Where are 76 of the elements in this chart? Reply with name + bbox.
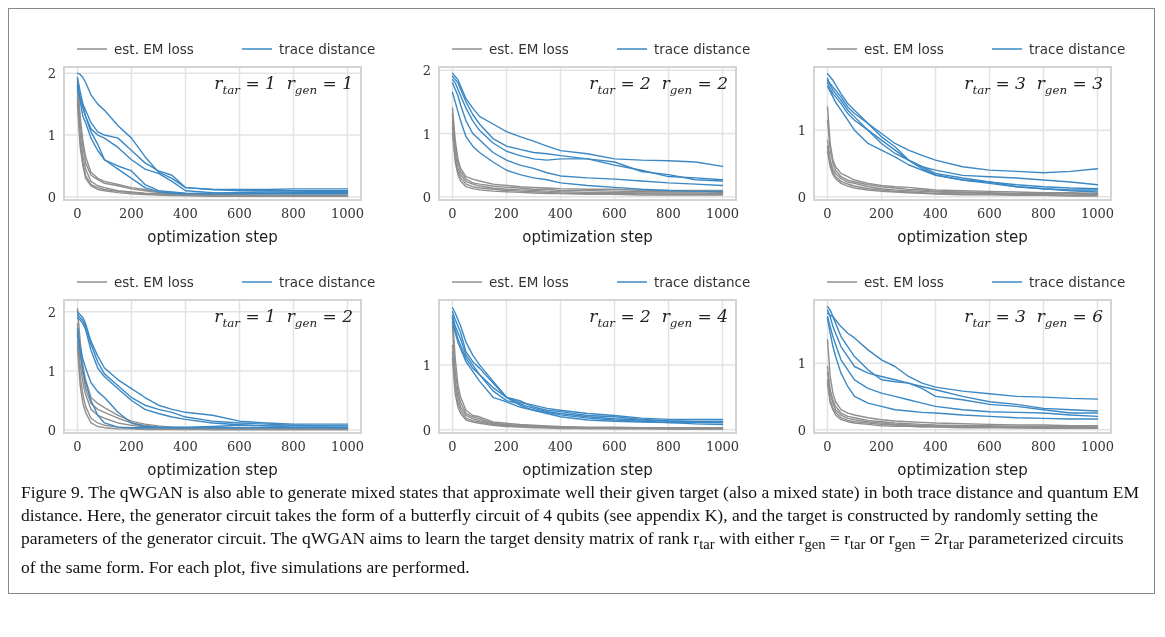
legend-label: est. EM loss: [489, 41, 569, 57]
y-tick-label: 1: [47, 128, 56, 144]
x-axis-title: optimization step: [522, 228, 653, 246]
x-tick-label: 400: [548, 206, 573, 221]
x-tick-label: 1000: [705, 439, 740, 454]
legend-label: est. EM loss: [114, 41, 194, 57]
y-tick-label: 0: [47, 189, 56, 205]
x-axis-title: optimization step: [147, 461, 278, 479]
x-tick-label: 1000: [330, 206, 365, 221]
x-tick-label: 800: [656, 439, 681, 454]
x-tick-label: 400: [923, 439, 948, 454]
legend-label: trace distance: [654, 41, 751, 57]
x-tick-label: 0: [448, 439, 457, 454]
x-tick-label: 0: [448, 206, 457, 221]
legend-label: est. EM loss: [489, 274, 569, 290]
y-tick-label: 2: [47, 66, 56, 82]
x-tick-label: 400: [173, 439, 198, 454]
annotation: r$_{tar}$ = 1 r$_{gen}$ = 2: [214, 306, 353, 331]
x-tick-label: 800: [281, 439, 306, 454]
x-axis-title: optimization step: [897, 228, 1028, 246]
x-tick-label: 600: [977, 439, 1002, 454]
x-tick-label: 800: [1031, 206, 1056, 221]
x-tick-label: 600: [227, 206, 252, 221]
text: Figure 9. The qWGAN is also able to generate mixed states that approximate well their given target (also a mixed state) in both trace distance and quantum EM distance. Here, the generator circuit takes the form of a butterfly circuit of 4 qubits (see appendix K), and the target is constructed by randomly setting the parameters of the generator circuit. The qWGAN aims to learn the target density matrix of rank r$_{tar}$ with either r$_{gen}$ = r$_{tar}$ or r$_{gen}$ = 2r$_{tar}$ parameterized circuits of the same form. For each plot, five simulations are performed.: [21, 482, 1140, 577]
x-axis-title: optimization step: [522, 461, 653, 479]
annotation: r$_{tar}$ = 3 r$_{gen}$ = 3: [964, 73, 1103, 98]
legend-label: est. EM loss: [114, 274, 194, 290]
y-tick-label: 2: [422, 63, 431, 79]
legend-label: trace distance: [1029, 41, 1126, 57]
x-tick-label: 800: [1031, 439, 1056, 454]
x-tick-label: 1000: [330, 439, 365, 454]
y-tick-label: 0: [422, 189, 431, 205]
y-tick-label: 1: [47, 363, 56, 379]
x-tick-label: 600: [977, 206, 1002, 221]
legend-label: trace distance: [279, 274, 376, 290]
annotation: r$_{tar}$ = 1 r$_{gen}$ = 1: [214, 73, 353, 98]
y-tick-label: 1: [797, 356, 806, 372]
x-tick-label: 200: [119, 206, 144, 221]
x-tick-label: 200: [119, 439, 144, 454]
annotation: r$_{tar}$ = 3 r$_{gen}$ = 6: [964, 306, 1104, 331]
annotation: r$_{tar}$ = 2 r$_{gen}$ = 4: [589, 306, 728, 331]
y-tick-label: 0: [797, 189, 806, 205]
x-tick-label: 800: [656, 206, 681, 221]
x-tick-label: 600: [602, 439, 627, 454]
x-tick-label: 0: [73, 439, 82, 454]
x-tick-label: 200: [869, 206, 894, 221]
y-tick-label: 0: [797, 422, 806, 438]
y-tick-label: 0: [47, 423, 56, 439]
x-tick-label: 200: [869, 439, 894, 454]
x-tick-label: 400: [923, 206, 948, 221]
x-tick-label: 0: [73, 206, 82, 221]
x-tick-label: 1000: [705, 206, 740, 221]
annotation: r$_{tar}$ = 2 r$_{gen}$ = 2: [589, 73, 728, 98]
x-axis-title: optimization step: [897, 461, 1028, 479]
y-tick-label: 1: [422, 126, 431, 142]
x-tick-label: 1000: [1080, 206, 1115, 221]
x-tick-label: 0: [823, 439, 832, 454]
x-axis-title: optimization step: [147, 228, 278, 246]
x-tick-label: 400: [548, 439, 573, 454]
x-tick-label: 400: [173, 206, 198, 221]
legend-label: trace distance: [1029, 274, 1126, 290]
x-tick-label: 600: [227, 439, 252, 454]
legend-label: trace distance: [279, 41, 376, 57]
x-tick-label: 0: [823, 206, 832, 221]
y-tick-label: 0: [422, 422, 431, 438]
legend-label: trace distance: [654, 274, 751, 290]
x-tick-label: 600: [602, 206, 627, 221]
y-tick-label: 1: [797, 123, 806, 139]
x-tick-label: 200: [494, 206, 519, 221]
x-tick-label: 800: [281, 206, 306, 221]
x-tick-label: 200: [494, 439, 519, 454]
y-tick-label: 2: [47, 304, 56, 320]
legend-label: est. EM loss: [864, 274, 944, 290]
legend-label: est. EM loss: [864, 41, 944, 57]
x-tick-label: 1000: [1080, 439, 1115, 454]
y-tick-label: 1: [422, 357, 431, 373]
